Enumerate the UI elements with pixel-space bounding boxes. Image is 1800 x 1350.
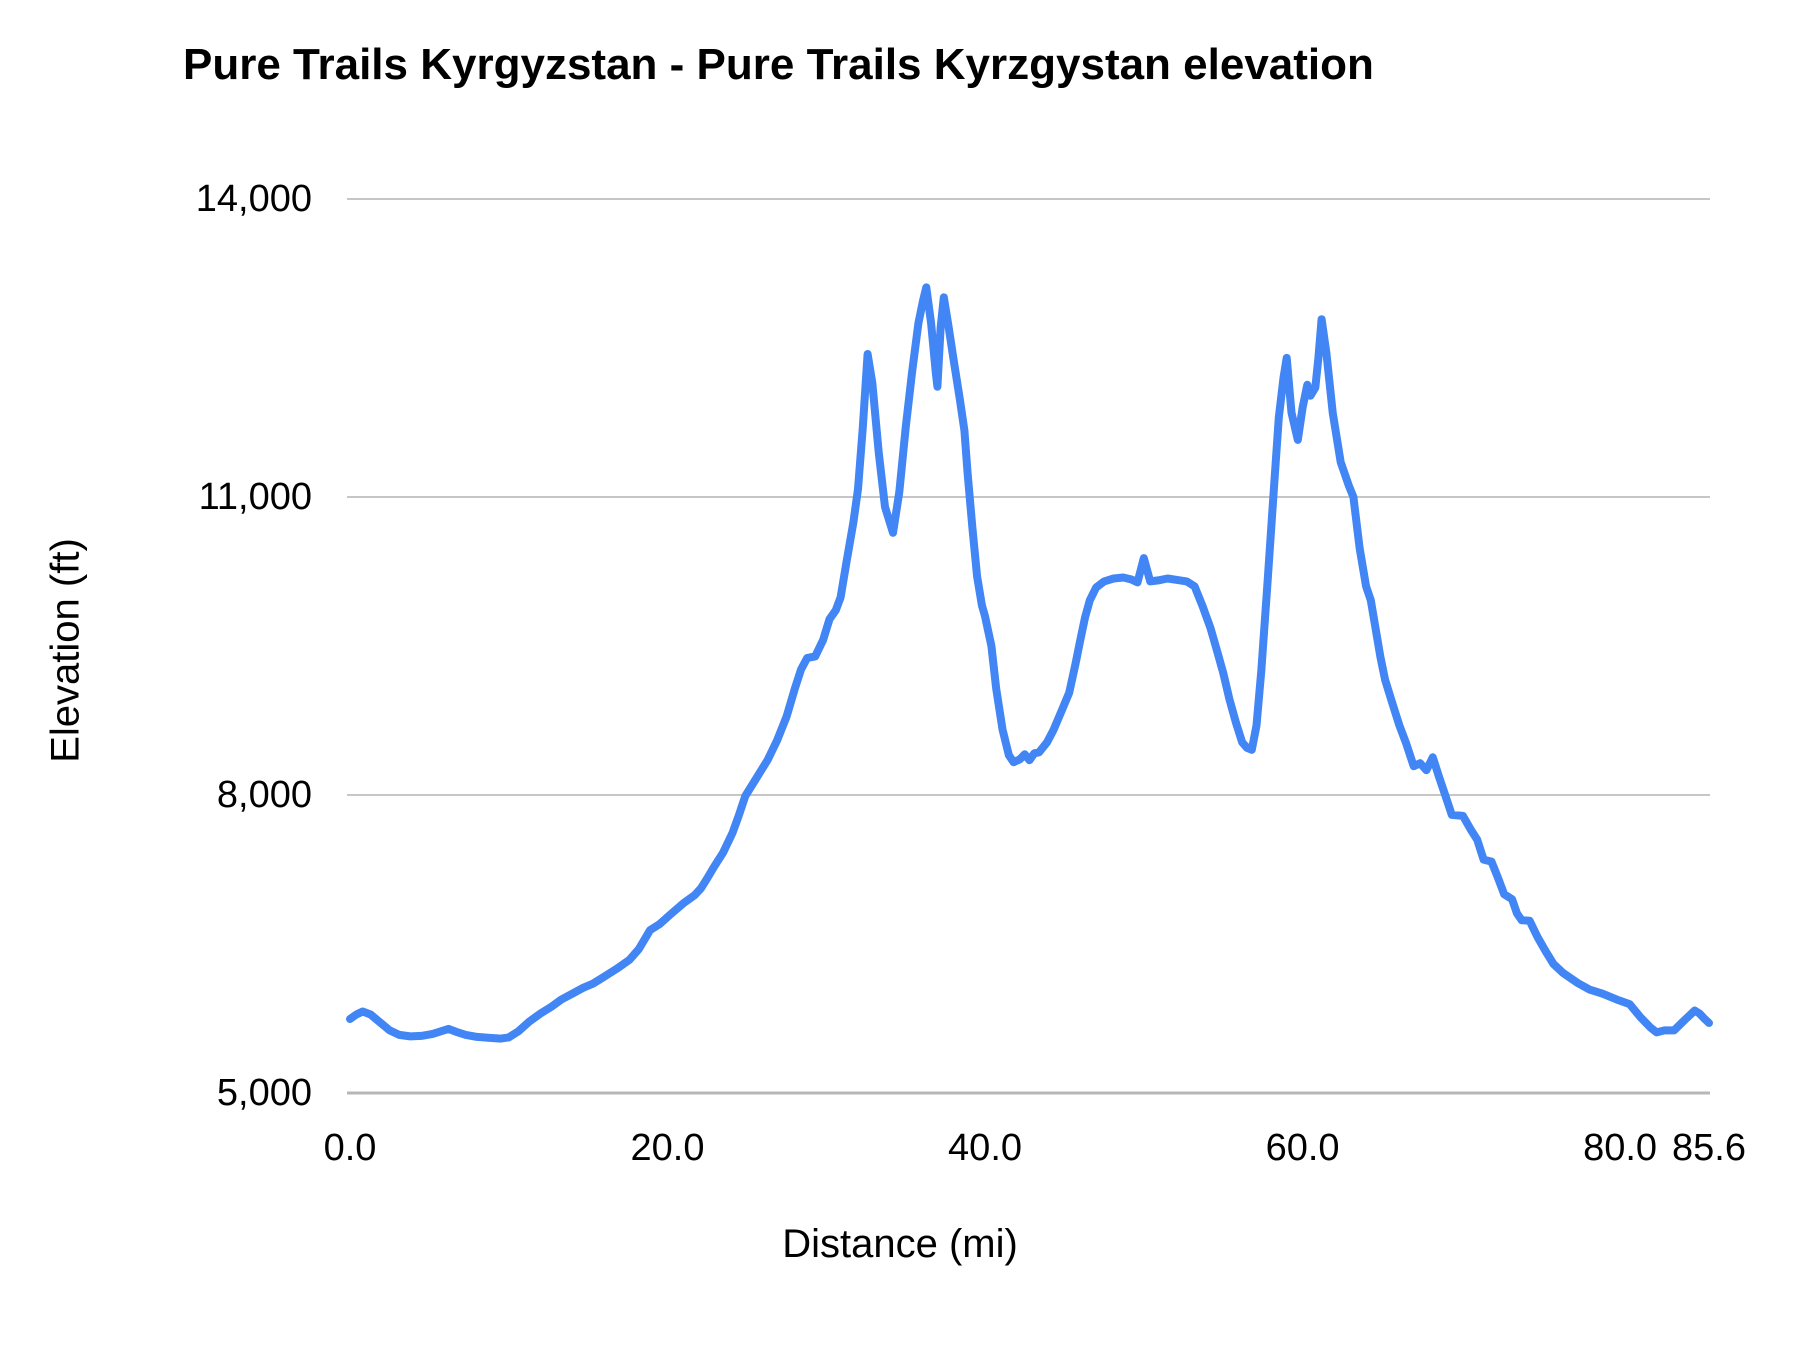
x-tick-label: 85.6 [1672, 1127, 1746, 1169]
y-tick-label: 11,000 [198, 476, 312, 518]
elevation-profile-line [346, 283, 1713, 1043]
x-tick-label: 60.0 [1265, 1127, 1340, 1169]
x-tick-label: 0.0 [323, 1127, 377, 1169]
x-axis-title: Distance (mi) [782, 1222, 1018, 1266]
y-tick-label: 8,000 [216, 774, 312, 816]
x-tick-label: 80.0 [1583, 1127, 1658, 1169]
chart-title: Pure Trails Kyrgyzstan - Pure Trails Kyr… [183, 40, 1374, 89]
y-tick-label: 14,000 [195, 178, 312, 220]
y-axis-title: Elevation (ft) [43, 538, 88, 763]
x-tick-label: 20.0 [630, 1127, 705, 1169]
x-tick-label: 40.0 [948, 1127, 1023, 1169]
y-tick-label: 5,000 [216, 1072, 312, 1114]
gridlines [347, 198, 1710, 1095]
